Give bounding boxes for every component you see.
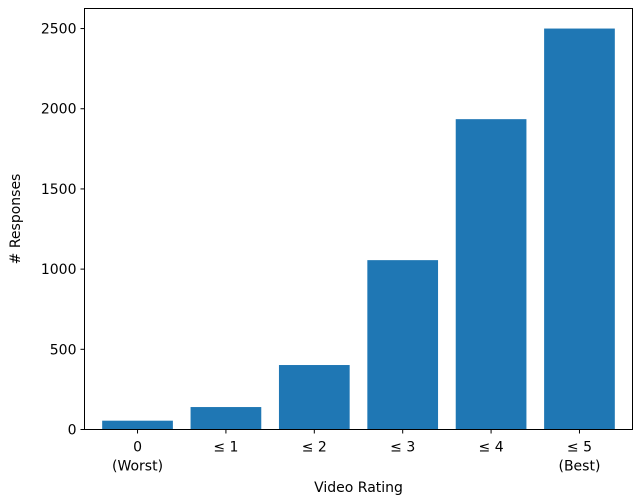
bars-group — [102, 28, 615, 430]
bar-5 — [544, 28, 615, 430]
plot-frame — [84, 8, 633, 430]
bar-2 — [278, 365, 350, 430]
y-tick-label-1: 500 — [50, 342, 77, 358]
x-tick-label-0: 0 (Worst) — [112, 440, 163, 475]
y-tick-label-2: 1000 — [41, 262, 77, 278]
y-tick-label-0: 0 — [68, 423, 77, 439]
bar-0 — [102, 420, 173, 430]
y-tick-label-3: 1500 — [41, 182, 77, 198]
bar-1 — [190, 407, 262, 430]
x-tick-label-3: ≤ 3 — [390, 440, 415, 456]
bar-3 — [367, 260, 439, 430]
x-tick-label-2: ≤ 2 — [302, 440, 327, 456]
bar-4 — [455, 119, 527, 430]
x-axis-label: Video Rating — [314, 480, 403, 496]
y-tick-label-5: 2500 — [41, 22, 77, 38]
y-axis-label: # Responses — [8, 174, 24, 265]
y-tick-label-4: 2000 — [41, 102, 77, 118]
y-axis-ticks: 0 500 1000 1500 2000 2500 — [41, 22, 85, 439]
x-tick-label-5: ≤ 5 (Best) — [558, 440, 600, 475]
x-tick-label-1: ≤ 1 — [213, 440, 238, 456]
x-tick-label-4: ≤ 4 — [479, 440, 504, 456]
x-axis-ticks: 0 (Worst) ≤ 1 ≤ 2 ≤ 3 ≤ 4 ≤ 5 (Best) — [112, 429, 600, 475]
